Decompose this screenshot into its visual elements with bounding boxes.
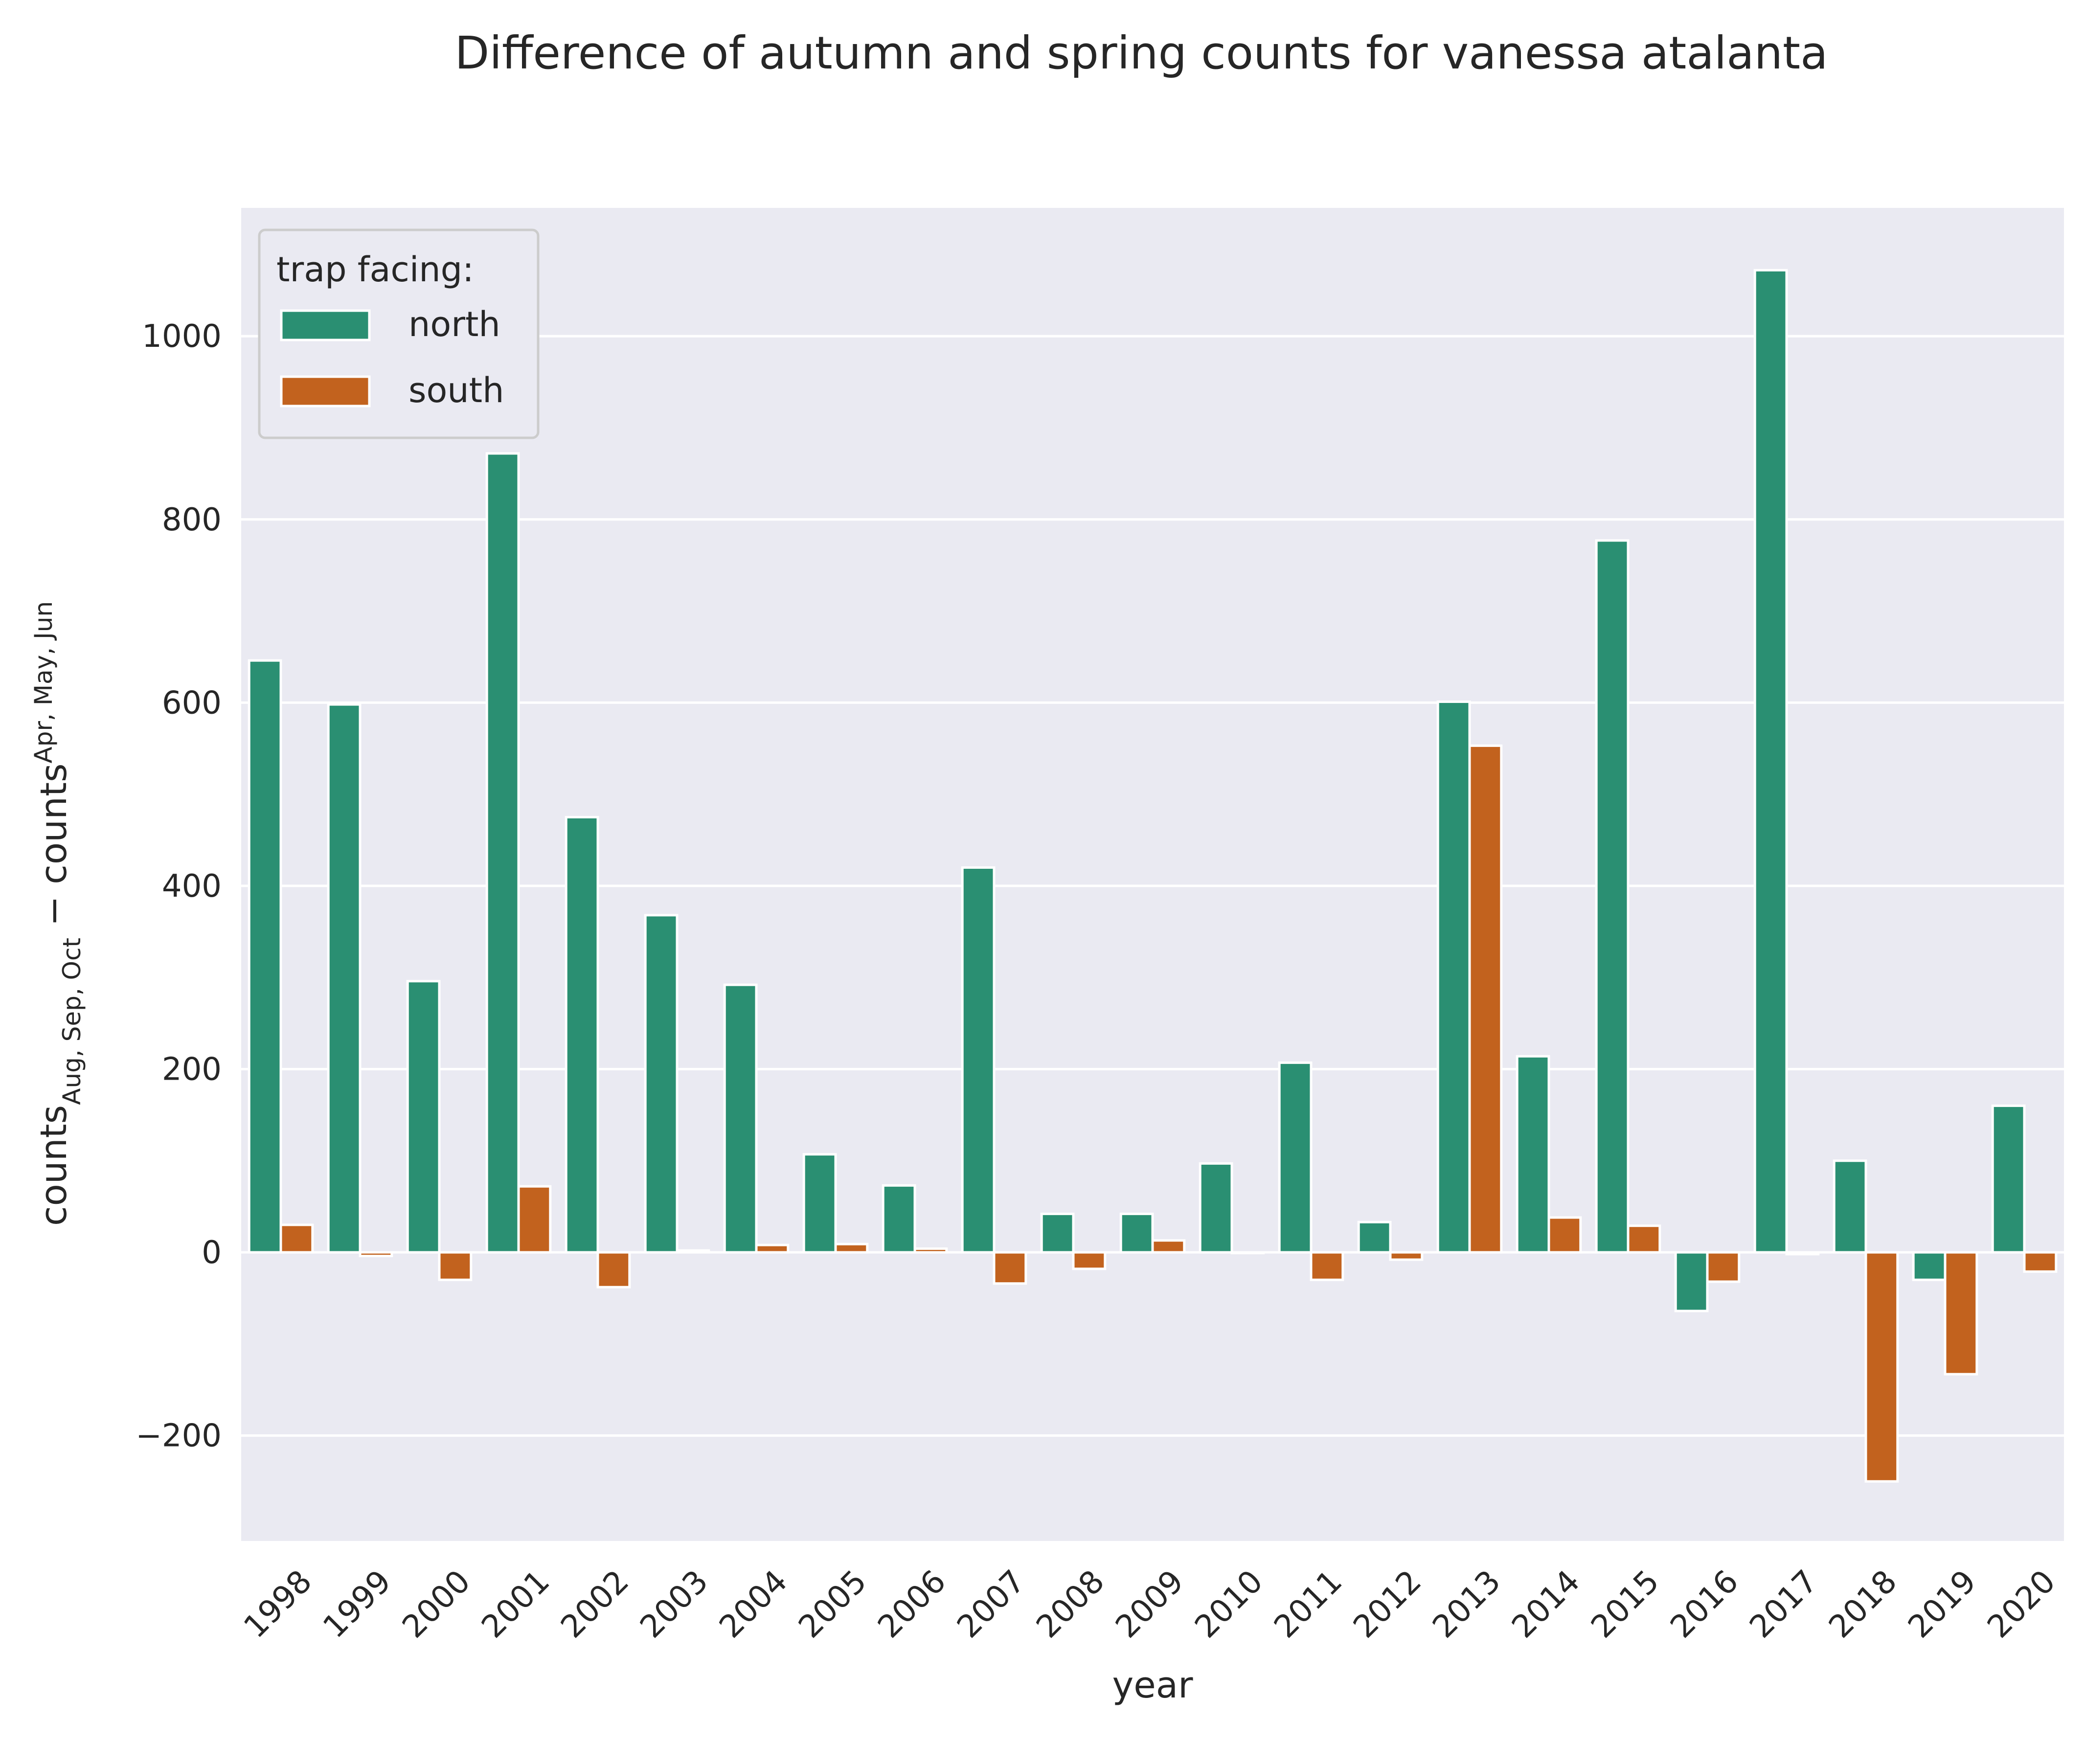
bar-north-2008 xyxy=(1040,1212,1075,1254)
y-axis-title-counts-autumn: counts xyxy=(33,1105,75,1226)
bar-north-2017 xyxy=(1753,269,1788,1254)
x-tick-label: 2017 xyxy=(1743,1563,1825,1645)
bar-north-2002 xyxy=(565,815,599,1254)
x-tick-label: 2011 xyxy=(1268,1563,1349,1645)
y-tick-label: 600 xyxy=(162,685,222,721)
x-tick-label: 2005 xyxy=(792,1563,874,1645)
bar-south-2009 xyxy=(1151,1239,1186,1254)
bar-north-2004 xyxy=(723,983,758,1254)
x-tick-label: 2018 xyxy=(1822,1563,1904,1645)
y-tick-label: 0 xyxy=(202,1235,222,1271)
y-tick-label: 1000 xyxy=(142,318,222,355)
x-tick-label: 1998 xyxy=(237,1563,319,1645)
bar-north-2007 xyxy=(961,866,996,1254)
legend-title: trap facing: xyxy=(276,249,474,290)
x-tick-label: 2008 xyxy=(1030,1563,1111,1645)
bar-north-2013 xyxy=(1436,700,1471,1254)
y-axis-ticks: −200 0 200 400 600 800 1000 xyxy=(136,318,222,1454)
bar-south-2004 xyxy=(755,1244,790,1254)
bar-north-2020 xyxy=(1991,1104,2026,1254)
bar-south-2001 xyxy=(517,1185,552,1254)
x-tick-label: 2003 xyxy=(634,1563,715,1645)
bar-south-2011 xyxy=(1310,1251,1344,1281)
bar-south-2002 xyxy=(596,1251,631,1289)
bar-north-2015 xyxy=(1595,539,1630,1254)
bar-north-2016 xyxy=(1674,1251,1709,1312)
bar-south-2020 xyxy=(2023,1251,2058,1273)
bar-north-2006 xyxy=(882,1184,916,1254)
bar-north-2012 xyxy=(1357,1221,1392,1254)
bar-north-2003 xyxy=(644,914,679,1254)
x-tick-label: 2007 xyxy=(951,1563,1032,1645)
x-tick-label: 2010 xyxy=(1188,1563,1270,1645)
y-tick-label: 400 xyxy=(162,868,222,905)
bar-south-2018 xyxy=(1864,1251,1899,1483)
legend-label-south: south xyxy=(408,370,504,410)
x-tick-label: 2006 xyxy=(871,1563,953,1645)
bar-south-2010 xyxy=(1230,1251,1265,1255)
x-tick-label: 2004 xyxy=(713,1563,794,1645)
y-axis-title-subscript-autumn: Aug, Sep, Oct xyxy=(58,938,86,1105)
x-axis-ticks: 1998199920002001200220032004200520062007… xyxy=(237,1563,2062,1645)
legend-swatch-north xyxy=(280,309,371,341)
x-tick-label: 2000 xyxy=(396,1563,477,1645)
bar-south-1999 xyxy=(359,1251,393,1258)
bar-south-2008 xyxy=(1072,1251,1107,1270)
bars xyxy=(248,269,2058,1483)
bar-north-1999 xyxy=(327,703,362,1254)
y-axis-title: countsAug, Sep, Oct − countsApr, May, Ju… xyxy=(29,601,86,1226)
bar-south-2013 xyxy=(1468,744,1503,1254)
x-tick-label: 2016 xyxy=(1664,1563,1745,1645)
bar-north-2009 xyxy=(1119,1212,1154,1254)
bar-north-2001 xyxy=(485,452,520,1254)
bar-south-2007 xyxy=(993,1251,1027,1285)
bar-south-2006 xyxy=(913,1247,948,1254)
x-tick-label: 2001 xyxy=(475,1563,557,1645)
x-tick-label: 2002 xyxy=(554,1563,636,1645)
x-tick-label: 2013 xyxy=(1426,1563,1508,1645)
bar-south-2000 xyxy=(438,1251,473,1281)
x-tick-label: 2014 xyxy=(1505,1563,1587,1645)
y-tick-label: −200 xyxy=(136,1418,222,1454)
bar-north-2010 xyxy=(1199,1162,1233,1254)
y-tick-label: 800 xyxy=(162,502,222,538)
chart-title: Difference of autumn and spring counts f… xyxy=(455,27,1828,79)
x-tick-label: 2009 xyxy=(1109,1563,1191,1645)
bar-north-1998 xyxy=(248,659,282,1254)
y-tick-label: 200 xyxy=(162,1051,222,1087)
bar-north-2011 xyxy=(1278,1061,1313,1254)
x-tick-label: 2012 xyxy=(1347,1563,1428,1645)
y-axis-title-counts-spring: counts xyxy=(33,763,75,884)
x-tick-label: 1999 xyxy=(317,1563,398,1645)
bar-south-2017 xyxy=(1785,1251,1820,1256)
x-tick-label: 2020 xyxy=(1981,1563,2062,1645)
bar-north-2005 xyxy=(802,1153,837,1254)
bar-south-2012 xyxy=(1389,1251,1424,1261)
y-axis-title-minus: − xyxy=(33,884,75,938)
bar-north-2018 xyxy=(1833,1159,1867,1254)
y-axis-title-subscript-spring: Apr, May, Jun xyxy=(29,601,58,764)
bar-south-2016 xyxy=(1706,1251,1741,1283)
legend-swatch-south xyxy=(280,375,371,407)
bar-south-2015 xyxy=(1627,1224,1661,1254)
bar-south-2014 xyxy=(1547,1216,1582,1254)
bar-north-2019 xyxy=(1912,1251,1947,1281)
x-axis-title: year xyxy=(1112,1664,1193,1706)
legend-label-north: north xyxy=(408,304,500,344)
bar-south-2003 xyxy=(676,1249,710,1254)
bar-south-1998 xyxy=(279,1223,314,1254)
x-tick-label: 2015 xyxy=(1585,1563,1666,1645)
bar-north-2014 xyxy=(1516,1055,1550,1254)
bar-north-2000 xyxy=(406,980,441,1254)
x-tick-label: 2019 xyxy=(1902,1563,1983,1645)
bar-south-2005 xyxy=(834,1243,869,1254)
legend: trap facing: north south xyxy=(258,228,540,439)
bar-south-2019 xyxy=(1944,1251,1978,1376)
